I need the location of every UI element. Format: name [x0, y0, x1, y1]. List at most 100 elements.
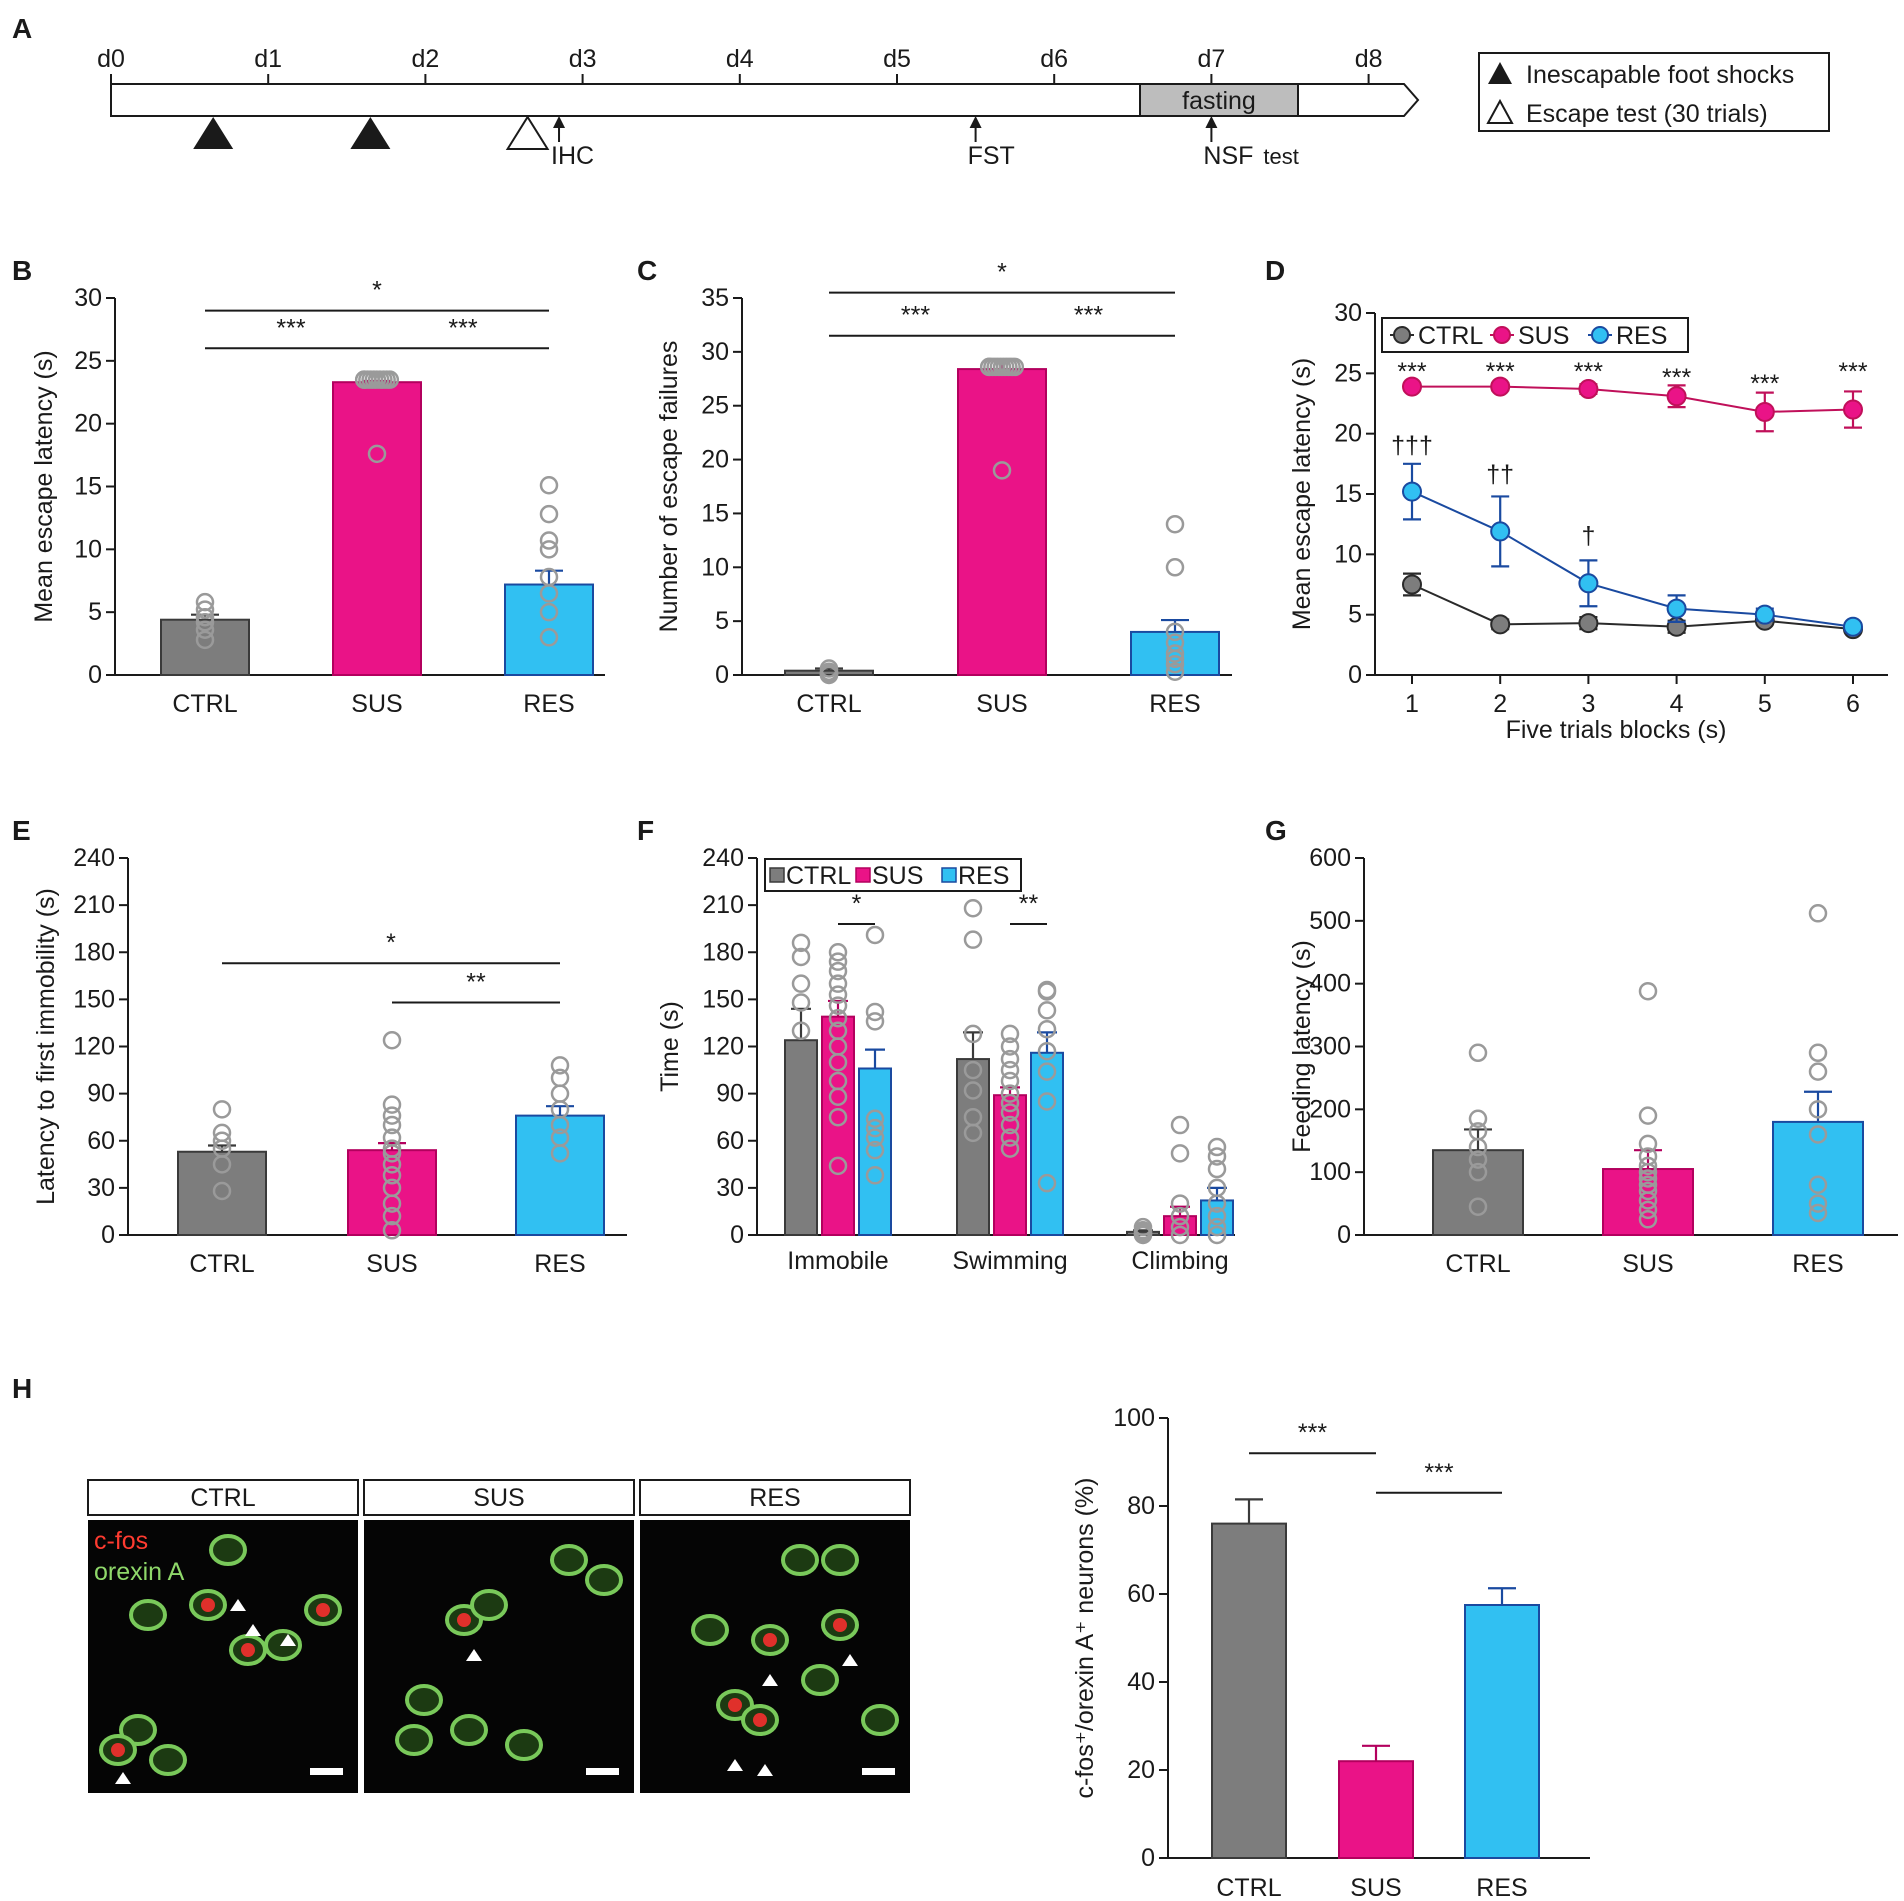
panel-label-d: D	[1265, 255, 1285, 286]
y-tick-label: 210	[73, 891, 115, 919]
data-point	[865, 1109, 885, 1129]
event-label: FST	[968, 142, 1015, 170]
data-point	[963, 1060, 983, 1080]
y-tick-label: 40	[1127, 1668, 1155, 1696]
data-point	[212, 1155, 232, 1174]
micrograph-title: CTRL	[190, 1484, 255, 1512]
data-point-res	[1843, 616, 1863, 637]
data-point	[963, 930, 983, 949]
bar-ctrl	[177, 1150, 267, 1237]
scale-bar	[862, 1768, 895, 1775]
panel-label-f: F	[637, 815, 654, 846]
bar-sus	[993, 1094, 1027, 1236]
bar-ctrl	[1432, 1149, 1524, 1237]
annotation: ***	[1838, 358, 1867, 386]
data-point	[1638, 1210, 1658, 1229]
data-point	[1638, 1181, 1658, 1201]
day-label: d8	[1355, 45, 1383, 73]
legend: CTRL SUS RES	[764, 858, 1022, 892]
data-point	[791, 993, 811, 1012]
data-point	[1000, 1024, 1020, 1044]
data-point	[1000, 1049, 1020, 1069]
data-point-ctrl	[1402, 574, 1422, 595]
data-point	[550, 1144, 570, 1163]
data-point	[828, 1087, 848, 1107]
data-point	[865, 1002, 885, 1022]
y-tick-label: 0	[101, 1221, 115, 1249]
significance-label: *	[997, 259, 1007, 287]
legend-box	[1381, 317, 1689, 353]
orexin-neuron	[129, 1599, 167, 1631]
data-point	[382, 1095, 402, 1114]
x-tick-label: 1	[1405, 690, 1419, 718]
y-tick-label: 150	[702, 985, 744, 1013]
data-point	[1207, 1194, 1227, 1213]
timeline: fasting d0 d1 d2 d3 d4 d5 d6 d7 d8 IHC FST NSF test…	[97, 45, 1830, 170]
cfos-nucleus	[728, 1698, 742, 1712]
data-point	[1170, 1217, 1190, 1237]
data-point	[865, 1128, 885, 1147]
data-point	[382, 1115, 402, 1135]
chart-b: 0 5 10 15 20 25 30 Mean escape latency (s) CTRL S…	[30, 277, 605, 718]
annotation: ***	[1662, 364, 1691, 392]
data-point	[865, 1166, 885, 1185]
orexin-neuron	[505, 1729, 543, 1761]
cfos-nucleus	[763, 1633, 777, 1647]
data-point	[1468, 1197, 1488, 1216]
significance-label: ***	[448, 314, 477, 342]
data-point	[1037, 1041, 1057, 1061]
y-tick-label: 0	[715, 661, 729, 689]
y-tick-label: 20	[74, 410, 102, 438]
data-point	[382, 1166, 402, 1185]
y-axis-title: Feeding latency (s)	[1288, 940, 1316, 1153]
panel-label-b: B	[12, 255, 32, 286]
data-point	[1165, 644, 1185, 663]
y-tick-label: 30	[716, 1174, 744, 1202]
data-point	[1207, 1137, 1227, 1157]
data-point	[828, 1052, 848, 1072]
data-point-res	[1402, 481, 1422, 502]
data-point	[1808, 1100, 1828, 1119]
y-tick-label: 60	[87, 1127, 115, 1155]
day-label: d1	[254, 45, 282, 73]
chart-c: 0 5 10 15 20 25 30 35 Number of escape failures C…	[655, 259, 1232, 718]
arrowhead-icon	[757, 1764, 773, 1776]
data-point	[1207, 1147, 1227, 1166]
y-tick-label: 210	[702, 891, 744, 919]
series-line-ctrl	[1411, 583, 1854, 631]
data-point-res	[1490, 521, 1511, 542]
data-point	[1207, 1225, 1227, 1245]
bar-res	[1772, 1120, 1864, 1237]
micrographs: CTRL SUS RES c-fos orexin A	[87, 1479, 911, 1793]
y-tick-label: 30	[701, 338, 729, 366]
y-tick-label: 5	[715, 607, 729, 635]
legend-label: CTRL	[1418, 322, 1483, 350]
data-point	[1165, 662, 1185, 682]
data-point	[1000, 1128, 1020, 1147]
scale-bar	[586, 1768, 619, 1775]
y-tick-label: 0	[730, 1221, 744, 1249]
significance-label: *	[386, 929, 396, 957]
orexin-neuron	[149, 1744, 187, 1776]
micrograph-header	[639, 1479, 911, 1516]
micrograph-header	[363, 1479, 635, 1516]
y-tick-label: 180	[73, 938, 115, 966]
x-tick-label: SUS	[351, 690, 402, 718]
data-point	[539, 531, 559, 550]
x-tick-label: 4	[1670, 690, 1684, 718]
bar-sus	[1338, 1760, 1414, 1859]
legend-marker-res	[1591, 326, 1609, 344]
data-point	[195, 620, 215, 640]
orexin-neuron	[119, 1714, 157, 1746]
data-point	[195, 607, 215, 627]
legend-label: RES	[1616, 322, 1667, 350]
arrowhead-icon	[842, 1654, 858, 1666]
annotation: ††	[1486, 461, 1514, 489]
orexin-neuron	[450, 1714, 488, 1746]
y-tick-label: 80	[1127, 1492, 1155, 1520]
data-point-res	[1754, 604, 1775, 625]
data-point	[865, 1012, 885, 1031]
data-point-ctrl	[1578, 613, 1599, 634]
series-line-res	[1411, 490, 1854, 628]
data-point	[550, 1056, 570, 1075]
